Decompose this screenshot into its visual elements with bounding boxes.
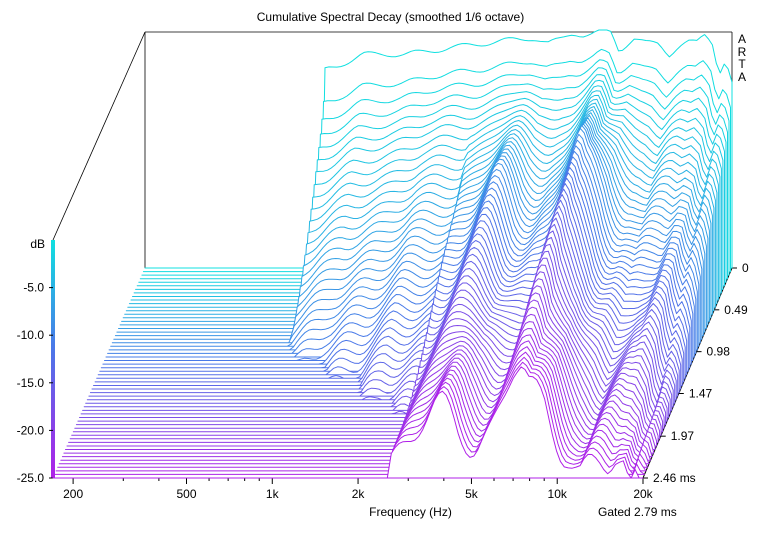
brand-letter: A <box>737 32 746 46</box>
x-tick-label: 20k <box>633 487 653 501</box>
brand-letter: A <box>737 69 746 84</box>
time-tick-label: 2.46 ms <box>653 471 696 485</box>
x-tick-label: 200 <box>63 487 83 501</box>
x-axis-label: Frequency (Hz) <box>369 505 452 519</box>
db-color-bar <box>51 240 55 478</box>
time-tick-label: 0 <box>742 261 749 275</box>
time-tick-label: 0.98 <box>707 345 731 359</box>
y-axis-label: dB <box>30 237 45 251</box>
gated-label: Gated 2.79 ms <box>598 505 677 519</box>
frame-diagonal-top <box>52 31 146 241</box>
x-tick-label: 500 <box>176 487 196 501</box>
brand-letter: T <box>738 57 746 71</box>
arta-brand: A R T A <box>737 33 747 83</box>
y-tick-label: -20.0 <box>17 423 45 437</box>
y-tick-label: -15.0 <box>17 376 45 390</box>
time-tick-label: 0.49 <box>724 303 748 317</box>
time-tick-label: 1.47 <box>689 386 713 400</box>
x-tick-label: 10k <box>548 487 568 501</box>
y-tick-label: -5.0 <box>23 281 44 295</box>
decay-slice <box>52 366 644 479</box>
y-tick-label: -10.0 <box>17 328 45 342</box>
time-tick-label: 1.97 <box>671 429 695 443</box>
y-tick-label: -25.0 <box>17 471 45 485</box>
x-tick-label: 5k <box>465 487 479 501</box>
x-tick-label: 2k <box>352 487 366 501</box>
chart-title: Cumulative Spectral Decay (smoothed 1/6 … <box>256 10 525 24</box>
x-tick-label: 1k <box>266 487 280 501</box>
brand-letter: R <box>737 44 747 59</box>
